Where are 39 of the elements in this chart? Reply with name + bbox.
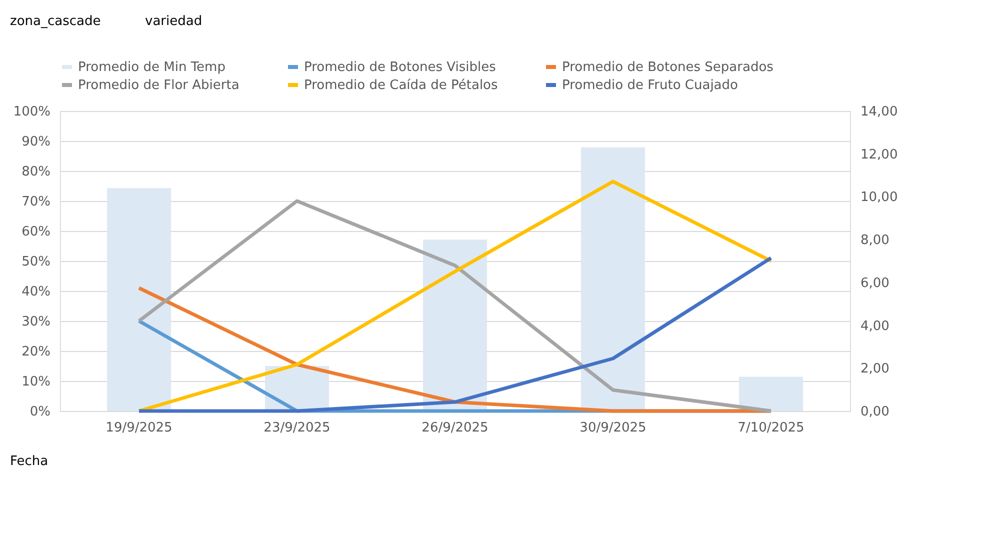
y-tick-label: 40% xyxy=(22,284,50,300)
text: Fecha xyxy=(10,454,48,469)
x-tick-label: 26/9/2025 xyxy=(422,420,488,436)
y2-tick-label: 8,00 xyxy=(860,233,890,248)
y2-tick-label: 14,00 xyxy=(860,104,898,120)
y2-tick-label: 4,00 xyxy=(860,318,890,334)
legend-label: Promedio de Botones Separados xyxy=(562,60,774,75)
x-tick-label: 7/10/2025 xyxy=(738,420,804,436)
legend-label: Promedio de Flor Abierta xyxy=(78,78,240,93)
legend-label: Promedio de Caída de Pétalos xyxy=(304,78,498,93)
x-tick-label: 19/9/2025 xyxy=(106,420,172,436)
y-tick-label: 100% xyxy=(13,104,50,120)
y-tick-label: 50% xyxy=(22,254,50,270)
x-tick-label: 30/9/2025 xyxy=(580,420,646,436)
legend-label: Promedio de Min Temp xyxy=(78,60,226,75)
y-tick-label: 80% xyxy=(22,164,50,180)
y2-tick-label: 6,00 xyxy=(860,276,890,291)
y-tick-label: 10% xyxy=(22,374,50,390)
y-tick-label: 30% xyxy=(22,314,50,330)
y2-tick-label: 12,00 xyxy=(860,147,898,162)
y-tick-label: 20% xyxy=(22,344,50,360)
legend-label: Promedio de Botones Visibles xyxy=(304,60,496,75)
text: zona_cascade xyxy=(10,14,101,29)
bar xyxy=(107,188,171,411)
y2-tick-label: 10,00 xyxy=(860,190,898,206)
y-tick-label: 60% xyxy=(22,224,50,240)
y-tick-label: 70% xyxy=(22,194,50,210)
y-tick-label: 90% xyxy=(22,134,50,150)
line-series xyxy=(137,256,773,413)
y2-tick-label: 2,00 xyxy=(860,362,890,377)
legend-label: Promedio de Fruto Cuajado xyxy=(562,78,738,93)
bar xyxy=(581,147,645,411)
bar xyxy=(739,376,803,411)
y-tick-label: 0% xyxy=(30,404,50,420)
bar xyxy=(423,240,487,411)
text: variedad xyxy=(145,14,202,29)
line-series xyxy=(137,286,773,413)
x-tick-label: 23/9/2025 xyxy=(264,420,330,436)
y2-tick-label: 0,00 xyxy=(860,404,890,420)
